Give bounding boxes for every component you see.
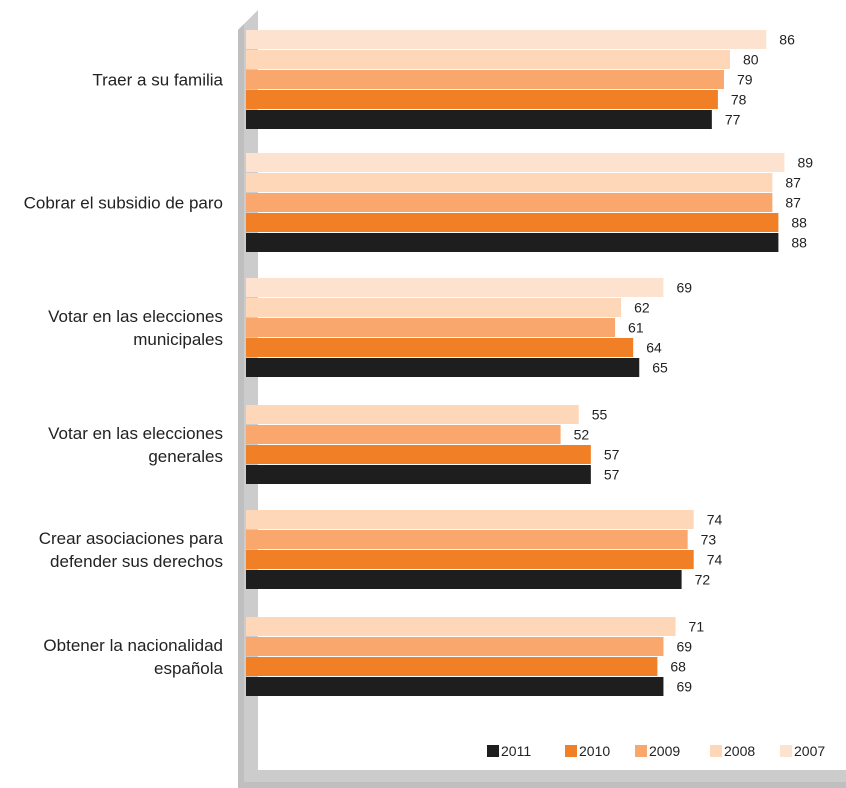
category-label-5-line1: española <box>154 659 224 678</box>
category-label-0-line0: Traer a su familia <box>92 71 223 90</box>
bar-2009-cat3 <box>246 425 561 444</box>
bar-2010-cat0 <box>246 90 718 109</box>
category-label-1-line0: Cobrar el subsidio de paro <box>24 194 223 213</box>
legend-swatch-2011 <box>487 745 499 757</box>
value-label-2008-cat5: 71 <box>689 619 705 635</box>
category-label-3-line0: Votar en las elecciones <box>48 424 223 443</box>
value-label-2007-cat2: 69 <box>676 280 692 296</box>
value-label-2009-cat1: 87 <box>785 195 801 211</box>
legend-swatch-2009 <box>635 745 647 757</box>
category-label-4-line0: Crear asociaciones para <box>39 529 224 548</box>
bar-2010-cat5 <box>246 657 657 676</box>
bar-2009-cat5 <box>246 637 663 656</box>
value-label-2008-cat4: 74 <box>707 512 723 528</box>
legend-label-2008: 2008 <box>724 743 755 759</box>
bar-2007-cat2 <box>246 278 663 297</box>
bar-2011-cat5 <box>246 677 663 696</box>
bar-2011-cat2 <box>246 358 639 377</box>
bar-2008-cat3 <box>246 405 579 424</box>
bar-2008-cat5 <box>246 617 676 636</box>
bar-2009-cat0 <box>246 70 724 89</box>
bar-2007-cat1 <box>246 153 784 172</box>
value-label-2010-cat0: 78 <box>731 92 747 108</box>
value-label-2009-cat3: 52 <box>574 427 590 443</box>
bar-2008-cat4 <box>246 510 694 529</box>
bar-2008-cat0 <box>246 50 730 69</box>
value-label-2009-cat0: 79 <box>737 72 753 88</box>
value-label-2009-cat2: 61 <box>628 320 644 336</box>
category-label-3-line1: generales <box>148 447 223 466</box>
value-label-2010-cat3: 57 <box>604 447 620 463</box>
value-label-2010-cat5: 68 <box>670 659 686 675</box>
legend-swatch-2008 <box>710 745 722 757</box>
value-label-2008-cat2: 62 <box>634 300 650 316</box>
bar-2011-cat4 <box>246 570 682 589</box>
bar-2008-cat2 <box>246 298 621 317</box>
bar-2009-cat2 <box>246 318 615 337</box>
legend-label-2011: 2011 <box>501 743 531 759</box>
value-label-2011-cat2: 65 <box>652 360 668 376</box>
value-label-2008-cat0: 80 <box>743 52 759 68</box>
bar-2010-cat2 <box>246 338 633 357</box>
bar-2010-cat1 <box>246 213 778 232</box>
bar-2009-cat1 <box>246 193 772 212</box>
legend-swatch-2010 <box>565 745 577 757</box>
legend-swatch-2007 <box>780 745 792 757</box>
value-label-2009-cat4: 73 <box>701 532 717 548</box>
legend-label-2007: 2007 <box>794 743 825 759</box>
value-label-2010-cat4: 74 <box>707 552 723 568</box>
value-label-2008-cat3: 55 <box>592 407 608 423</box>
value-label-2011-cat0: 77 <box>725 112 741 128</box>
value-label-2009-cat5: 69 <box>676 639 692 655</box>
value-label-2010-cat2: 64 <box>646 340 662 356</box>
value-label-2010-cat1: 88 <box>791 215 807 231</box>
category-label-5-line0: Obtener la nacionalidad <box>43 636 223 655</box>
bar-2011-cat3 <box>246 465 591 484</box>
bar-2007-cat0 <box>246 30 766 49</box>
bar-2010-cat3 <box>246 445 591 464</box>
bar-2010-cat4 <box>246 550 694 569</box>
bar-2008-cat1 <box>246 173 772 192</box>
bar-2011-cat0 <box>246 110 712 129</box>
value-label-2007-cat0: 86 <box>779 32 795 48</box>
value-label-2011-cat3: 57 <box>604 467 620 483</box>
value-label-2011-cat1: 88 <box>791 235 807 251</box>
value-label-2008-cat1: 87 <box>785 175 801 191</box>
value-label-2011-cat4: 72 <box>695 572 711 588</box>
category-label-2-line0: Votar en las elecciones <box>48 307 223 326</box>
legend-label-2009: 2009 <box>649 743 680 759</box>
bar-2009-cat4 <box>246 530 688 549</box>
category-label-2-line1: municipales <box>133 330 223 349</box>
legend-label-2010: 2010 <box>579 743 610 759</box>
value-label-2007-cat1: 89 <box>797 155 813 171</box>
value-label-2011-cat5: 69 <box>676 679 692 695</box>
bar-2011-cat1 <box>246 233 778 252</box>
category-label-4-line1: defender sus derechos <box>50 552 223 571</box>
